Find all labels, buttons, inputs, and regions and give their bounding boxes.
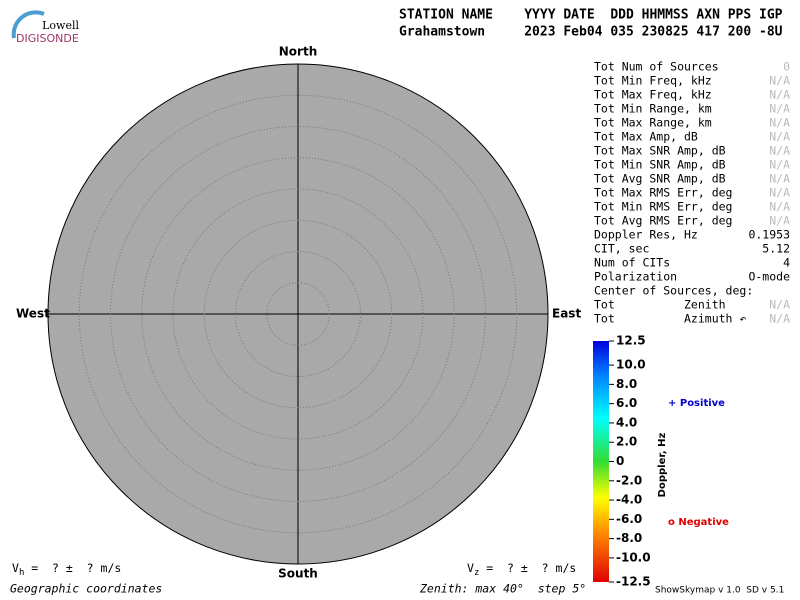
- stat-value: N/A: [769, 144, 790, 158]
- stat-label: Tot Min RMS Err, deg: [594, 200, 732, 214]
- colorbar-tick-label: 6.0: [616, 396, 637, 410]
- colorbar-tick-label: 2.0: [616, 435, 637, 449]
- stat-label: Tot Min Range, km: [594, 102, 712, 116]
- stat-label: Tot Max Range, km: [594, 116, 712, 130]
- polar-plot: [47, 63, 549, 565]
- zenith-ring: [78, 94, 518, 534]
- north-label: North: [279, 45, 317, 59]
- east-label: East: [552, 307, 581, 321]
- vz-symbol: V: [467, 561, 474, 575]
- stat-label: Tot Max Amp, dB: [594, 130, 698, 144]
- stat-label: Num of CITs: [594, 256, 670, 270]
- stat-label: Doppler Res, Hz: [594, 228, 698, 242]
- stat-value: 5.12: [762, 242, 790, 256]
- zenith-info: Zenith: max 40° step 5°: [419, 582, 586, 596]
- colorbar-tick-label: -2.0: [616, 473, 642, 487]
- stat-value: 0: [783, 60, 790, 74]
- vh: Vh = ? ± ? m/s: [12, 561, 121, 578]
- stat-label: Tot Max SNR Amp, dB: [594, 144, 726, 158]
- coordinates: Geographic coordinates: [10, 582, 162, 596]
- vh-sub: h: [19, 568, 24, 578]
- vh-symbol: V: [12, 561, 19, 575]
- stat-label: Tot Num of Sources: [594, 60, 719, 74]
- stat-value: N/A: [769, 298, 790, 312]
- zenith-ring: [203, 219, 393, 409]
- stat-value: N/A: [769, 214, 790, 228]
- stat-value: N/A: [769, 200, 790, 214]
- stat-label: Center of Sources, deg:: [594, 284, 753, 298]
- stat-value: N/A: [769, 88, 790, 102]
- stat-value: N/A: [769, 312, 790, 326]
- stat-label: Tot Min SNR Amp, dB: [594, 158, 726, 172]
- colorbar-label: Doppler, Hz: [657, 433, 668, 498]
- stat-label: Tot Max Freq, kHz: [594, 88, 712, 102]
- stat-label: Tot Max RMS Err, deg: [594, 186, 732, 200]
- west-label: West: [16, 307, 50, 321]
- zenith-ring: [235, 251, 361, 377]
- colorbar-tick-label: 10.0: [616, 358, 646, 372]
- logo: Lowell DIGISONDE: [11, 10, 79, 45]
- logo-top: Lowell: [42, 19, 79, 32]
- stat-value: N/A: [769, 102, 790, 116]
- south-label: South: [278, 567, 318, 581]
- vz: Vz = ? ± ? m/s: [467, 561, 576, 578]
- zenith-ring: [141, 157, 455, 471]
- colorbar: [593, 341, 609, 582]
- stat-label: Tot Azimuth ↶: [594, 312, 746, 326]
- header-labels: STATION NAME YYYY DATE DDD HHMMSS AXN PP…: [399, 8, 783, 23]
- stat-value: 0.1953: [748, 228, 790, 242]
- stat-label: Tot Min Freq, kHz: [594, 74, 712, 88]
- colorbar-tick-label: -8.0: [616, 531, 642, 545]
- header-values: Grahamstown 2023 Feb04 035 230825 417 20…: [399, 25, 783, 40]
- legend-entry: o Negative: [668, 517, 729, 528]
- stat-value: N/A: [769, 172, 790, 186]
- colorbar-tick-label: -4.0: [616, 493, 642, 507]
- version: ShowSkymap v 1.0 SD v 5.1: [655, 586, 784, 596]
- logo-bottom: DIGISONDE: [16, 32, 79, 45]
- colorbar-tick-label: -6.0: [616, 512, 642, 526]
- stat-value: N/A: [769, 130, 790, 144]
- colorbar-tick-label: 12.5: [616, 334, 646, 348]
- colorbar-tick-label: -12.5: [616, 575, 651, 589]
- legend-entry: + Positive: [668, 398, 725, 409]
- stat-value: N/A: [769, 74, 790, 88]
- stat-value: 4: [783, 256, 790, 270]
- vz-sub: z: [474, 568, 479, 578]
- colorbar-tick-label: -10.0: [616, 550, 651, 564]
- stat-label: Tot Avg SNR Amp, dB: [594, 172, 726, 186]
- zenith-ring: [172, 188, 424, 440]
- stat-value: N/A: [769, 186, 790, 200]
- stat-label: Tot Zenith: [594, 298, 726, 312]
- vh-text: = ? ± ? m/s: [24, 561, 121, 575]
- zenith-ring: [266, 282, 330, 346]
- colorbar-tick-label: 4.0: [616, 415, 637, 429]
- stat-label: Polarization: [594, 270, 677, 284]
- zenith-ring: [110, 126, 486, 502]
- vz-text: = ? ± ? m/s: [479, 561, 576, 575]
- colorbar-tick-label: 8.0: [616, 377, 637, 391]
- stat-label: CIT, sec: [594, 242, 649, 256]
- stat-value: N/A: [769, 116, 790, 130]
- stat-value: O-mode: [748, 270, 790, 284]
- stat-value: N/A: [769, 158, 790, 172]
- stat-label: Tot Avg RMS Err, deg: [594, 214, 732, 228]
- colorbar-tick-label: 0: [616, 454, 624, 468]
